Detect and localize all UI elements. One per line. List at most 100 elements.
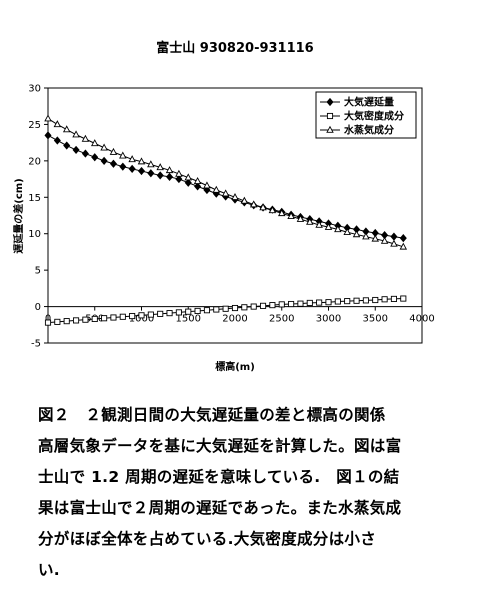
data-point [166,310,173,317]
data-point [138,312,145,319]
data-point [137,166,146,176]
data-point [128,155,136,163]
data-point [147,169,155,178]
y-tick-label: 15 [28,193,41,204]
series-3 [44,114,408,250]
data-point [326,125,334,133]
data-point [231,304,239,312]
data-point [326,112,334,120]
y-tick-label: 25 [28,120,41,131]
series-layer [44,114,408,326]
data-point [203,307,211,314]
data-point [352,230,361,238]
data-point [362,297,369,304]
data-point [334,298,341,305]
data-point [260,302,267,309]
data-point [72,317,80,324]
data-point [129,312,136,320]
y-tick-label: 5 [35,266,41,277]
caption-line-4: 果は富士山で２周期の遅延であった。また水蒸気成 [38,499,402,517]
data-point [380,236,389,244]
data-point [109,147,118,155]
data-point [400,295,407,302]
data-point [63,318,70,325]
y-tick-label: 0 [35,302,41,313]
data-point [128,164,136,173]
data-point [296,214,305,222]
data-point [344,298,351,305]
data-point [372,296,379,304]
figure-caption: 図２ ２観測日間の大気遅延量の差と標高の関係 高層気象データを基に大気遅延を計算… [38,400,468,586]
data-point [184,173,193,181]
data-point [44,114,52,122]
legend-label: 大気遅延量 [344,96,394,109]
caption-line-1: 図２ ２観測日間の大気遅延量の差と標高の関係 [38,406,386,424]
data-point [72,145,80,155]
data-point [137,157,146,165]
data-point [119,313,126,320]
data-point [185,308,192,315]
data-point [166,172,174,182]
data-point [63,141,71,150]
data-point [325,299,332,306]
data-point [231,193,239,201]
legend-label: 水蒸気成分 [343,124,394,137]
caption-line-5: 分がほぼ全体を占めている.大気密度成分は小さ [38,530,376,548]
data-point [119,151,127,159]
data-point [212,185,221,193]
plot-frame [47,87,423,344]
x-tick-label: 2500 [269,314,294,325]
data-point [91,153,99,162]
series-line [47,134,404,239]
data-point [81,134,90,142]
data-point [90,139,99,147]
legend-entry: 大気遅延量 [320,96,394,109]
data-point [390,295,398,302]
data-point [268,206,277,214]
data-point [390,239,398,247]
data-point [156,163,164,171]
data-point [156,171,164,180]
data-point [316,299,323,306]
data-point [119,162,127,171]
caption-line-6: い. [38,561,60,579]
legend-label: 大気密度成分 [344,110,404,123]
data-point [326,97,334,107]
data-point [147,160,155,168]
data-point [399,242,408,250]
data-point [109,159,117,168]
series-1 [44,131,407,243]
data-point [175,309,182,316]
data-point [175,174,183,184]
data-point [53,120,62,128]
data-point [278,301,285,308]
data-point [184,178,192,187]
data-point [54,318,61,325]
data-point [362,232,370,240]
chart-title: 富士山 930820-931116 [156,40,313,56]
data-point [221,189,230,197]
data-point [194,307,201,314]
x-tick-label: 3500 [363,314,388,325]
data-point [100,156,108,165]
data-point [165,166,174,174]
data-point [371,234,380,242]
caption-line-3: 士山で 1.2 周期の遅延を意味している. 図１の結 [38,468,400,486]
data-point [287,211,295,219]
data-point [315,220,323,228]
data-point [91,315,98,323]
data-point [203,181,211,189]
data-point [62,125,71,133]
data-point [240,196,249,204]
data-point [213,306,220,313]
data-point [241,304,248,311]
data-point [44,131,52,140]
data-point [343,228,351,236]
data-point [324,222,333,230]
legend-entry: 大気密度成分 [320,110,404,123]
x-tick-label: 1500 [176,314,201,325]
x-tick-label: 4000 [409,314,434,325]
data-point [249,200,258,208]
x-axis-label: 標高(m) [215,360,255,373]
